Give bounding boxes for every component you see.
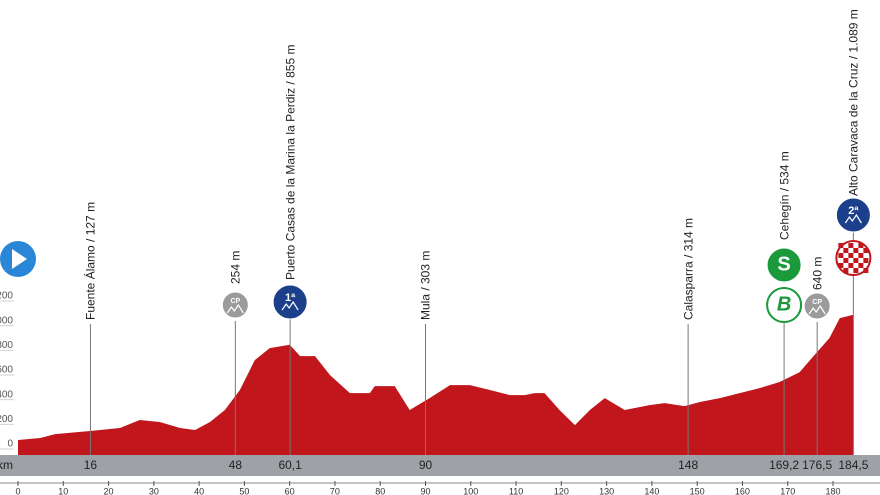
marker-km-label: 48 — [229, 458, 243, 472]
finish-square — [863, 268, 869, 273]
badge-mountain — [226, 303, 244, 314]
badge-text: CP — [812, 299, 822, 306]
finish-square — [838, 263, 844, 268]
start-icon — [0, 241, 36, 277]
badge — [766, 247, 802, 283]
badge-mountain — [808, 304, 826, 315]
x-tick-label: 90 — [420, 486, 430, 495]
elevation-area — [18, 314, 854, 455]
y-tick-label: 0 — [7, 439, 13, 450]
marker-label: Puerto Casas de la Marina la Perdiz / 85… — [283, 45, 297, 280]
badge — [221, 291, 249, 319]
x-tick-label: 160 — [735, 486, 750, 495]
badge-text: S — [777, 253, 790, 275]
finish-square — [843, 268, 849, 273]
x-tick-label: 170 — [780, 486, 795, 495]
marker-km-label: 16 — [84, 458, 98, 472]
x-tick-label: 180 — [825, 486, 840, 495]
finish-square — [858, 253, 864, 258]
x-axis-label: km — [0, 458, 13, 472]
finish-square — [848, 253, 854, 258]
finish-square — [858, 243, 864, 248]
x-tick-label: 70 — [330, 486, 340, 495]
badge-text: 2ª — [848, 205, 859, 217]
y-tick-label: 400 — [0, 389, 13, 400]
y-tick-label: 600 — [0, 365, 13, 376]
x-tick-label: 50 — [239, 486, 249, 495]
finish-square — [863, 248, 869, 253]
finish-square — [838, 253, 844, 258]
marker-km-label: 176,5 — [802, 458, 832, 472]
km-bar — [0, 455, 880, 476]
finish-square — [853, 258, 859, 263]
y-tick-label: 1200 — [0, 291, 13, 302]
x-tick-label: 130 — [599, 486, 614, 495]
badge-text: CP — [230, 298, 240, 305]
finish-square — [853, 248, 859, 253]
marker-km-label: 90 — [419, 458, 433, 472]
badge — [835, 197, 871, 233]
finish-square — [838, 243, 844, 248]
y-tick-label: 200 — [0, 414, 13, 425]
marker-label: Cehegín / 534 m — [777, 151, 791, 240]
marker-label: Fuente Álamo / 127 m — [83, 202, 98, 320]
badge — [272, 284, 308, 320]
x-tick-label: 60 — [285, 486, 295, 495]
marker-label: Calasparra / 314 m — [681, 218, 695, 320]
marker-km-label: 148 — [678, 458, 698, 472]
y-tick-label: 1000 — [0, 315, 13, 326]
badge-text: B — [777, 293, 791, 315]
finish-square — [863, 258, 869, 263]
marker-km-label: 169,2 — [769, 458, 799, 472]
x-tick-label: 150 — [690, 486, 705, 495]
x-tick-label: 110 — [509, 486, 523, 495]
finish-square — [843, 248, 849, 253]
x-tick-label: 20 — [104, 486, 114, 495]
marker-label: 640 m — [810, 257, 824, 290]
y-tick-label: 800 — [0, 340, 13, 351]
badge-text: 1ª — [285, 292, 296, 304]
badge-mountain — [844, 213, 862, 224]
finish-square — [858, 263, 864, 268]
finish-icon — [835, 240, 872, 276]
badge — [803, 292, 831, 320]
marker-label: Alto Caravaca de la Cruz / 1.089 m — [847, 9, 861, 196]
marker-km-label: 184,5 — [838, 458, 868, 472]
marker-km-label: 60,1 — [278, 458, 302, 472]
x-tick-label: 120 — [554, 486, 569, 495]
finish-square — [848, 243, 854, 248]
x-tick-label: 100 — [463, 486, 478, 495]
finish-square — [853, 268, 859, 273]
x-tick-label: 10 — [58, 486, 68, 495]
x-tick-label: 0 — [15, 486, 20, 495]
x-tick-label: 80 — [375, 486, 385, 495]
x-tick-label: 40 — [194, 486, 204, 495]
finish-square — [843, 258, 849, 263]
marker-label: 254 m — [229, 251, 243, 284]
x-tick-label: 140 — [644, 486, 659, 495]
x-tick-label: 30 — [149, 486, 159, 495]
finish-square — [848, 263, 854, 268]
badge — [766, 287, 803, 323]
badge-mountain — [281, 300, 299, 311]
marker-label: Mula / 303 m — [419, 251, 433, 320]
